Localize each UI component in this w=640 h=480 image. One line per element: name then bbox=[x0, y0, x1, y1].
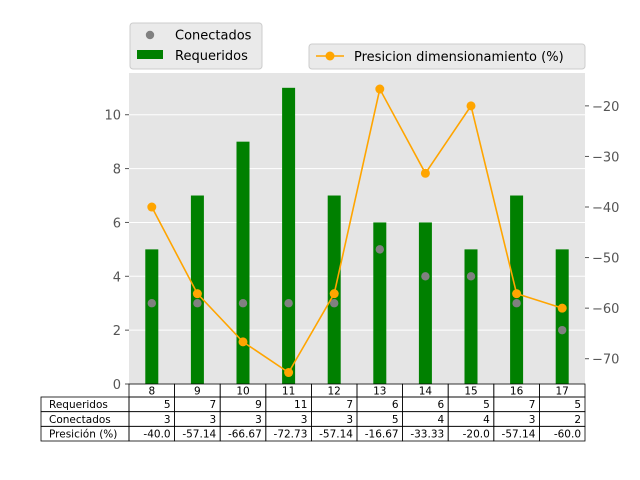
table-cell-value: 9 bbox=[255, 399, 262, 411]
y-left-tick-label: 0 bbox=[113, 378, 121, 393]
table-cell-value: 6 bbox=[392, 399, 399, 411]
table-header-label: 15 bbox=[464, 386, 477, 398]
table-header-label: 8 bbox=[148, 386, 155, 398]
legend-conectados-label: Conectados bbox=[175, 29, 252, 44]
table-cell-value: 3 bbox=[164, 414, 171, 426]
table-cell-value: 7 bbox=[210, 399, 217, 411]
table-cell-value: 7 bbox=[346, 399, 353, 411]
table-cell-value: -66.67 bbox=[228, 429, 262, 441]
table-cell-value: -40.0 bbox=[143, 429, 170, 441]
table-cell-value: 3 bbox=[210, 414, 217, 426]
table-cell-value: 5 bbox=[392, 414, 399, 426]
table-cell-value: 6 bbox=[438, 399, 445, 411]
bar-requeridos bbox=[236, 141, 250, 384]
point-presicion bbox=[192, 289, 202, 299]
point-presicion bbox=[238, 337, 248, 347]
point-conectados bbox=[284, 299, 293, 308]
point-presicion bbox=[512, 289, 522, 299]
table-cell-value: 7 bbox=[529, 399, 536, 411]
y-right-tick-label: −30 bbox=[592, 150, 619, 165]
table-row-label: Conectados bbox=[49, 414, 111, 426]
point-conectados bbox=[558, 325, 567, 335]
y-left-tick-label: 10 bbox=[104, 109, 121, 124]
point-presicion bbox=[557, 303, 567, 313]
legend-right-box bbox=[308, 43, 586, 70]
y-left-tick-label: 2 bbox=[113, 324, 121, 339]
bar-requeridos bbox=[145, 249, 159, 384]
point-presicion bbox=[329, 289, 339, 299]
point-presicion bbox=[375, 84, 385, 94]
y-right-tick-label: −50 bbox=[592, 252, 619, 267]
table-row-label: Requeridos bbox=[49, 399, 108, 411]
legend-presicion-label: Presicion dimensionamiento (%) bbox=[354, 50, 564, 65]
plot-background bbox=[129, 73, 585, 384]
bar-requeridos bbox=[373, 222, 387, 384]
table-cell-value: 4 bbox=[438, 414, 445, 426]
table-cell-value: -72.73 bbox=[274, 429, 308, 441]
point-conectados bbox=[466, 272, 476, 281]
table-cell-value: -16.67 bbox=[365, 429, 399, 441]
legend-requeridos-swatch bbox=[137, 50, 163, 59]
bar-requeridos bbox=[282, 87, 296, 385]
point-conectados bbox=[330, 299, 339, 308]
table-cell-value: 3 bbox=[301, 414, 308, 426]
table-cell-value: -57.14 bbox=[182, 429, 216, 441]
y-right-tick-label: −60 bbox=[592, 302, 619, 317]
table-cell-value: -33.33 bbox=[410, 429, 444, 441]
point-presicion bbox=[147, 202, 157, 212]
line-presicion bbox=[151, 86, 563, 374]
legend-requeridos-label: Requeridos bbox=[175, 49, 248, 64]
point-conectados bbox=[147, 299, 156, 308]
table-header-label: 16 bbox=[510, 386, 524, 398]
y-left-tick-label: 6 bbox=[113, 216, 121, 231]
table-cell-value: 4 bbox=[483, 414, 490, 426]
table-cell-value: 5 bbox=[483, 399, 490, 411]
y-right-tick-label: −70 bbox=[592, 353, 619, 368]
legend-presicion-marker bbox=[325, 51, 335, 61]
table-cell bbox=[539, 425, 586, 442]
table-cell-value: 5 bbox=[164, 399, 171, 411]
table-header-label: 10 bbox=[236, 386, 249, 398]
table-cell-value: -60.0 bbox=[554, 429, 581, 441]
table-cell-value: 11 bbox=[294, 399, 307, 411]
table-header-label: 12 bbox=[328, 386, 341, 398]
table-cell-value: 3 bbox=[255, 414, 262, 426]
table-cell-value: 3 bbox=[346, 414, 353, 426]
point-presicion bbox=[420, 168, 430, 178]
bar-requeridos bbox=[418, 222, 432, 384]
table-header-label: 11 bbox=[282, 386, 295, 398]
point-conectados bbox=[375, 245, 384, 254]
point-conectados bbox=[238, 299, 248, 308]
table-row-label: Presición (%) bbox=[49, 429, 117, 441]
bar-requeridos bbox=[464, 249, 478, 384]
table-cell-value: 5 bbox=[574, 399, 581, 411]
table-header-label: 14 bbox=[419, 386, 433, 398]
y-right-tick-label: −20 bbox=[592, 100, 619, 115]
table-cell-value: -57.14 bbox=[319, 429, 353, 441]
legend-conectados-marker bbox=[145, 30, 155, 40]
point-conectados bbox=[421, 272, 430, 281]
table-header-label: 13 bbox=[373, 386, 386, 398]
table-header-label: 17 bbox=[556, 386, 569, 398]
table-header-label: 9 bbox=[194, 386, 201, 398]
y-left-tick-label: 8 bbox=[113, 163, 121, 178]
table-cell-value: 2 bbox=[574, 414, 581, 426]
y-left-tick-label: 4 bbox=[113, 270, 121, 285]
bar-requeridos bbox=[555, 249, 569, 384]
table-cell-value: -20.0 bbox=[463, 429, 490, 441]
table-cell-value: -57.14 bbox=[502, 429, 536, 441]
table-cell-value: 3 bbox=[529, 414, 536, 426]
point-conectados bbox=[512, 299, 521, 308]
point-conectados bbox=[193, 299, 202, 308]
point-presicion bbox=[284, 368, 294, 378]
point-presicion bbox=[466, 101, 476, 111]
y-right-tick-label: −40 bbox=[592, 201, 619, 216]
